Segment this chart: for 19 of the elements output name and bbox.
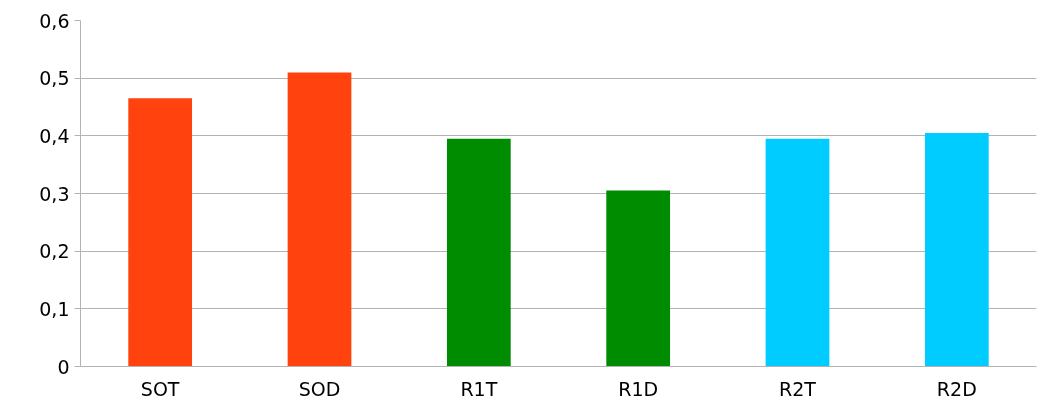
x-tick-label: R1D — [618, 377, 659, 400]
y-tick-label: 0,5 — [39, 67, 70, 90]
bar — [128, 98, 193, 367]
bar — [765, 138, 830, 367]
x-tick-label: R1T — [460, 377, 498, 400]
bar — [446, 138, 511, 367]
x-tick-label: SOD — [298, 377, 341, 400]
y-tick-label: 0,1 — [39, 297, 70, 320]
y-tick-label: 0,3 — [39, 182, 70, 205]
x-tick-label: R2T — [779, 377, 817, 400]
x-tick-label: R2D — [936, 377, 977, 400]
y-tick-label: 0 — [57, 355, 70, 378]
bar — [287, 72, 352, 367]
y-tick-label: 0,2 — [39, 240, 70, 263]
y-tick-label: 0,6 — [39, 9, 70, 32]
x-tick-label: SOT — [140, 377, 180, 400]
bar — [924, 132, 989, 367]
y-tick-label: 0,4 — [39, 124, 70, 147]
bar — [606, 190, 671, 367]
